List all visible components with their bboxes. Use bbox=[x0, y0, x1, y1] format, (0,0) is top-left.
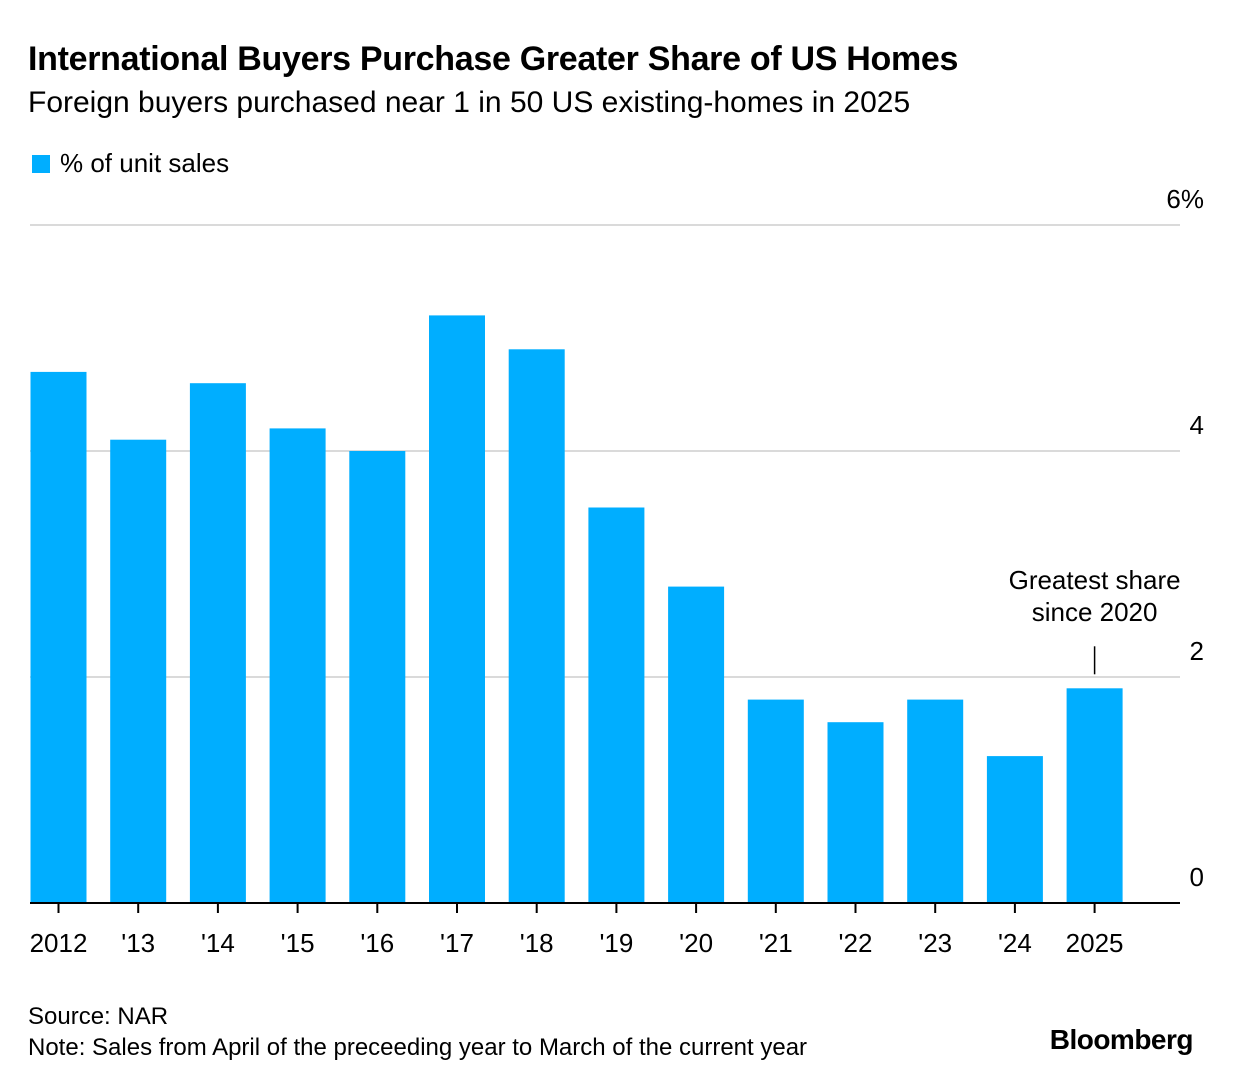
chart-subtitle: Foreign buyers purchased near 1 in 50 US… bbox=[28, 86, 911, 119]
bar bbox=[189, 383, 246, 903]
bar bbox=[1066, 688, 1123, 903]
annotation-text: Greatest share bbox=[1009, 565, 1181, 595]
x-tick-label: 2012 bbox=[30, 928, 88, 958]
y-tick-label: 0 bbox=[1190, 862, 1204, 892]
x-tick-label: '13 bbox=[121, 928, 155, 958]
bar bbox=[907, 699, 964, 903]
bar bbox=[747, 699, 804, 903]
x-tick-label: '21 bbox=[759, 928, 793, 958]
bloomberg-logo: Bloomberg bbox=[1049, 1024, 1194, 1055]
bar bbox=[668, 586, 725, 903]
bar bbox=[588, 507, 645, 903]
x-tick-label: '15 bbox=[281, 928, 315, 958]
x-tick-label: '24 bbox=[998, 928, 1032, 958]
y-tick-label: 2 bbox=[1190, 636, 1204, 666]
legend: % of unit sales bbox=[32, 148, 229, 179]
bar bbox=[110, 439, 167, 903]
bar-chart: 0 2 4 6% 2012 '13 '14 '15 '16 '17 '18 '19 '20 '21 '22 '… bbox=[30, 184, 1204, 958]
y-tick-label: 4 bbox=[1190, 410, 1204, 440]
annotation-text: since 2020 bbox=[1032, 597, 1158, 627]
x-tick-label: '17 bbox=[440, 928, 474, 958]
x-tick-label: '20 bbox=[679, 928, 713, 958]
bar bbox=[827, 722, 884, 903]
x-tick-label: '23 bbox=[918, 928, 952, 958]
y-tick-label: 6% bbox=[1166, 184, 1204, 214]
x-tick-label: 2025 bbox=[1066, 928, 1124, 958]
chart-title: International Buyers Purchase Greater Sh… bbox=[28, 40, 959, 78]
x-tick-label: '16 bbox=[360, 928, 394, 958]
legend-swatch bbox=[32, 154, 50, 173]
bar bbox=[508, 349, 565, 903]
x-tick-label: '18 bbox=[520, 928, 554, 958]
legend-label: % of unit sales bbox=[60, 148, 230, 178]
bar bbox=[269, 428, 326, 903]
source-note: Source: NAR bbox=[28, 1003, 169, 1030]
footnote: Note: Sales from April of the preceeding… bbox=[28, 1034, 808, 1061]
x-tick-label: '22 bbox=[839, 928, 873, 958]
bar bbox=[349, 451, 406, 903]
bar bbox=[30, 371, 87, 903]
x-tick-label: '14 bbox=[201, 928, 235, 958]
x-tick-label: '19 bbox=[599, 928, 633, 958]
bar bbox=[429, 315, 485, 903]
bar bbox=[986, 756, 1043, 903]
